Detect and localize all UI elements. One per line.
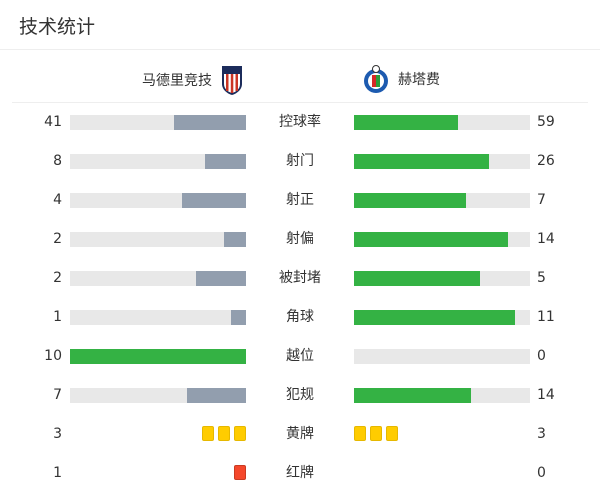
away-value: 0 bbox=[537, 348, 546, 364]
home-bar-fill bbox=[224, 232, 246, 247]
stat-label: 射门 bbox=[286, 153, 314, 169]
home-bar-fill bbox=[187, 388, 246, 403]
stat-row: 7 犯规 14 bbox=[0, 385, 600, 405]
away-bar-fill bbox=[354, 310, 516, 325]
yellow-card-icon bbox=[234, 426, 246, 441]
away-bar-fill bbox=[354, 193, 466, 208]
home-bar bbox=[70, 232, 246, 247]
home-value: 4 bbox=[53, 192, 62, 208]
home-team-name: 马德里竞技 bbox=[142, 73, 212, 89]
home-cards bbox=[202, 426, 246, 441]
away-bar bbox=[354, 154, 530, 169]
stat-label: 红牌 bbox=[286, 465, 314, 481]
home-bar bbox=[70, 271, 246, 286]
home-bar-fill bbox=[204, 154, 246, 169]
home-value: 2 bbox=[53, 231, 62, 247]
home-bar bbox=[70, 193, 246, 208]
away-bar-fill bbox=[354, 232, 508, 247]
away-bar bbox=[354, 388, 530, 403]
home-value: 41 bbox=[44, 114, 62, 130]
yellow-card-icon bbox=[354, 426, 366, 441]
atletico-crest-icon bbox=[222, 66, 242, 95]
home-bar-fill bbox=[70, 349, 246, 364]
stat-row: 2 射偏 14 bbox=[0, 229, 600, 249]
away-bar bbox=[354, 232, 530, 247]
yellow-card-icon bbox=[202, 426, 214, 441]
away-bar bbox=[354, 271, 530, 286]
away-cards bbox=[354, 426, 398, 441]
stat-label: 黄牌 bbox=[286, 426, 314, 442]
away-bar bbox=[354, 193, 530, 208]
stat-label: 射偏 bbox=[286, 231, 314, 247]
home-value: 10 bbox=[44, 348, 62, 364]
away-value: 14 bbox=[537, 231, 555, 247]
yellow-card-icon bbox=[386, 426, 398, 441]
away-team[interactable]: 赫塔费 bbox=[362, 64, 440, 94]
home-value: 1 bbox=[53, 309, 62, 325]
card-row: 3 黄牌 3 bbox=[0, 424, 600, 444]
stat-label: 被封堵 bbox=[279, 270, 321, 286]
stat-row: 10 越位 0 bbox=[0, 346, 600, 366]
away-value: 59 bbox=[537, 114, 555, 130]
page-title: 技术统计 bbox=[19, 16, 96, 38]
stat-row: 4 射正 7 bbox=[0, 190, 600, 210]
card-row: 1 红牌 0 bbox=[0, 463, 600, 483]
away-bar-fill bbox=[354, 388, 472, 403]
yellow-card-icon bbox=[370, 426, 382, 441]
home-value: 2 bbox=[53, 270, 62, 286]
getafe-crest-icon bbox=[364, 65, 388, 93]
away-bar bbox=[354, 349, 530, 364]
away-value: 7 bbox=[537, 192, 546, 208]
divider bbox=[0, 49, 600, 50]
home-bar-fill bbox=[173, 115, 246, 130]
home-bar-fill bbox=[231, 310, 246, 325]
home-cards bbox=[234, 465, 246, 480]
away-team-name: 赫塔费 bbox=[398, 72, 440, 88]
stat-row: 8 射门 26 bbox=[0, 151, 600, 171]
away-bar-fill bbox=[354, 154, 489, 169]
home-bar bbox=[70, 310, 246, 325]
home-value: 7 bbox=[53, 387, 62, 403]
away-bar-fill bbox=[354, 115, 458, 130]
away-value: 26 bbox=[537, 153, 555, 169]
away-value: 3 bbox=[537, 426, 546, 442]
red-card-icon bbox=[234, 465, 246, 480]
stat-label: 角球 bbox=[286, 309, 314, 325]
stat-row: 41 控球率 59 bbox=[0, 112, 600, 132]
home-value: 1 bbox=[53, 465, 62, 481]
yellow-card-icon bbox=[218, 426, 230, 441]
home-value: 8 bbox=[53, 153, 62, 169]
home-bar bbox=[70, 349, 246, 364]
stat-label: 犯规 bbox=[286, 387, 314, 403]
stat-label: 射正 bbox=[286, 192, 314, 208]
home-bar bbox=[70, 115, 246, 130]
away-value: 0 bbox=[537, 465, 546, 481]
home-bar bbox=[70, 388, 246, 403]
stat-label: 越位 bbox=[286, 348, 314, 364]
divider bbox=[12, 102, 588, 103]
away-value: 5 bbox=[537, 270, 546, 286]
away-bar bbox=[354, 310, 530, 325]
home-value: 3 bbox=[53, 426, 62, 442]
stat-label: 控球率 bbox=[279, 114, 321, 130]
away-value: 11 bbox=[537, 309, 555, 325]
home-team[interactable]: 马德里竞技 bbox=[142, 64, 244, 96]
home-bar bbox=[70, 154, 246, 169]
away-bar bbox=[354, 115, 530, 130]
stat-row: 2 被封堵 5 bbox=[0, 268, 600, 288]
home-bar-fill bbox=[182, 193, 246, 208]
stat-row: 1 角球 11 bbox=[0, 307, 600, 327]
away-value: 14 bbox=[537, 387, 555, 403]
home-bar-fill bbox=[195, 271, 246, 286]
away-bar-fill bbox=[354, 271, 480, 286]
